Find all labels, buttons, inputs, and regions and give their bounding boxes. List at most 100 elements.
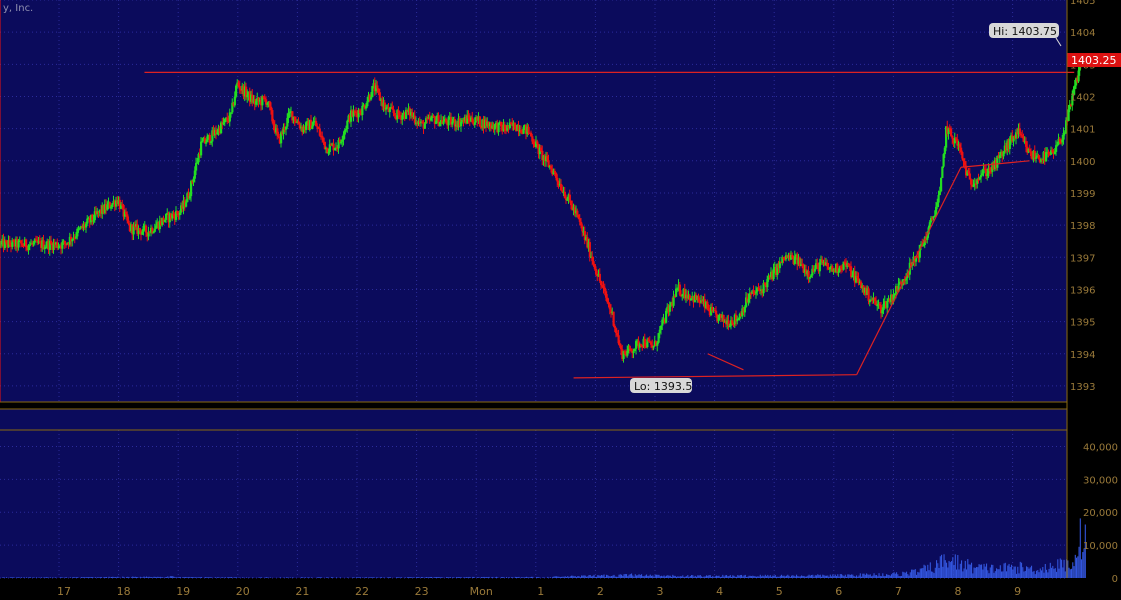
price-bar-body [371, 86, 374, 98]
price-bar-body [702, 299, 705, 302]
volume-bar [136, 577, 138, 578]
volume-bar [438, 577, 440, 578]
volume-bar [637, 575, 639, 578]
volume-bar [359, 577, 361, 578]
price-bar-body [525, 124, 528, 134]
volume-bar [1054, 568, 1056, 578]
price-bar-body [1040, 158, 1043, 162]
last-price-text: 1403.25 [1071, 54, 1117, 67]
lo-label-text: Lo: 1393.5 [634, 380, 692, 393]
volume-bar [694, 575, 696, 578]
price-bar-body [831, 266, 834, 272]
price-bar-body [418, 121, 421, 124]
price-bar-body [677, 284, 680, 289]
price-bar-body [136, 224, 139, 234]
price-bar-body [552, 170, 555, 175]
volume-bar [659, 576, 661, 578]
hi-label: Hi: 1403.75 [989, 23, 1062, 47]
volume-bar [1059, 558, 1061, 578]
volume-bar [683, 577, 685, 578]
price-bar-body [372, 83, 375, 87]
volume-bar [718, 575, 720, 578]
volume-bar [1049, 562, 1051, 578]
time-tick-label: 23 [415, 585, 429, 598]
price-bar-body [540, 147, 543, 151]
price-bar-body [373, 83, 376, 92]
price-bar-body [535, 141, 538, 147]
price-bar-body [460, 121, 463, 127]
price-bar-body [363, 105, 366, 109]
price-bar-body [601, 285, 604, 287]
volume-bar [72, 577, 74, 578]
price-tick-label: 1399 [1070, 189, 1095, 200]
volume-bar [234, 577, 236, 578]
volume-bar [26, 577, 28, 578]
volume-bar [961, 560, 963, 578]
volume-bar [564, 576, 566, 578]
volume-bar [797, 576, 799, 578]
price-bar-body [295, 121, 298, 123]
price-bar-body [850, 266, 853, 277]
volume-bar [861, 576, 863, 578]
price-bar-body [462, 120, 465, 122]
volume-bar [1063, 559, 1065, 578]
price-bar-body [580, 221, 583, 226]
volume-bar [92, 577, 94, 578]
volume-bar [318, 577, 320, 578]
price-bar-body [282, 126, 285, 135]
price-bar-body [186, 193, 189, 203]
volume-bar [643, 576, 645, 578]
price-bar-body [310, 119, 313, 129]
price-bar-body [775, 267, 778, 276]
volume-bar [113, 577, 115, 578]
price-bar-body [197, 154, 200, 163]
volume-bar [779, 575, 781, 578]
volume-bar [623, 574, 625, 578]
price-bar-body [365, 106, 368, 109]
price-bar-body [522, 127, 525, 134]
volume-bar [684, 576, 686, 578]
price-bar-body [1002, 151, 1005, 157]
volume-bar [464, 577, 466, 578]
price-tick-label: 1398 [1070, 221, 1095, 232]
volume-bar [43, 577, 45, 578]
volume-bar [13, 577, 15, 578]
volume-bar [808, 574, 810, 578]
volume-bar [812, 574, 814, 578]
volume-bar [133, 577, 135, 578]
price-bar-body [110, 207, 113, 209]
price-bar-body [880, 305, 883, 314]
volume-bar [18, 577, 20, 578]
volume-bar [148, 576, 150, 578]
price-bar-body [756, 288, 759, 292]
price-bar-body [476, 117, 479, 121]
volume-bar [308, 577, 310, 578]
price-bar-body [1043, 152, 1046, 162]
price-bar-body [878, 303, 881, 306]
price-panel-background [0, 0, 1067, 402]
price-bar-body [1023, 141, 1026, 143]
volume-bar [287, 577, 289, 578]
price-bar-body [356, 113, 359, 118]
volume-bar [651, 575, 653, 578]
price-bar-body [67, 242, 70, 245]
price-bar-body [622, 351, 625, 359]
price-bar-body [748, 293, 751, 299]
price-bar-body [787, 255, 790, 258]
price-bar-body [918, 244, 921, 258]
volume-bar [527, 577, 529, 578]
price-bar-body [502, 124, 505, 131]
volume-bar [416, 577, 418, 578]
volume-bar [658, 574, 660, 578]
price-bar-body [931, 217, 934, 220]
price-bar-body [542, 155, 545, 161]
volume-bar [881, 576, 883, 578]
price-bar-body [438, 122, 441, 126]
price-bar-body [481, 119, 484, 127]
price-bar-body [303, 126, 306, 130]
price-bar-body [112, 200, 115, 204]
volume-bar [851, 574, 853, 578]
price-bar-body [206, 136, 209, 143]
price-bar-body [208, 134, 211, 144]
volume-bar [834, 574, 836, 578]
